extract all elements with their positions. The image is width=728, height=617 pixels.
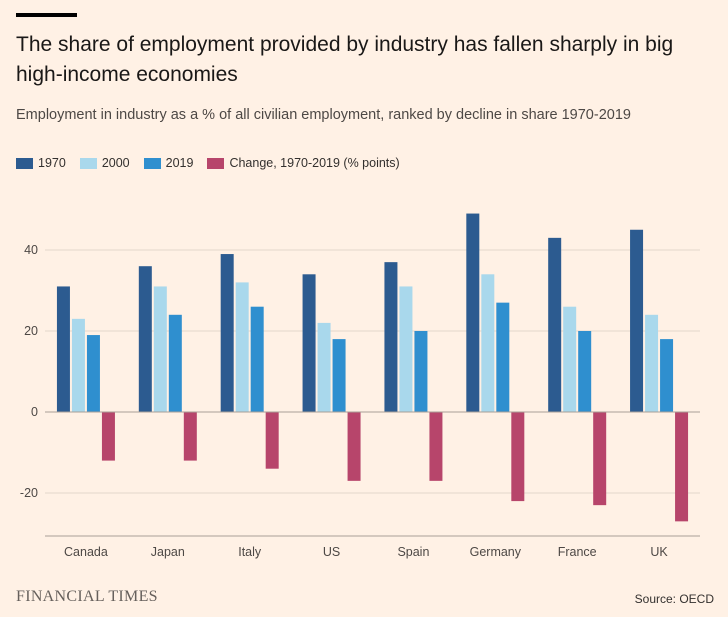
- bar-2000-uk: [645, 314, 659, 412]
- bar-change-france: [593, 412, 607, 506]
- bar-change-canada: [101, 412, 115, 461]
- source-note: Source: OECD: [634, 592, 714, 606]
- x-tick-label: Italy: [238, 545, 262, 559]
- bar-1970-us: [302, 274, 316, 412]
- y-tick-label: 40: [24, 243, 38, 257]
- bar-1970-germany: [466, 213, 480, 412]
- bar-1970-canada: [56, 286, 70, 412]
- bar-change-us: [347, 412, 361, 481]
- ft-logo: FINANCIAL TIMES: [16, 588, 158, 605]
- bar-change-italy: [265, 412, 279, 469]
- y-tick-label: 20: [24, 324, 38, 338]
- bar-2000-spain: [399, 286, 413, 412]
- legend-swatch-change: [207, 157, 225, 169]
- legend-label-change: Change, 1970-2019 (% points): [229, 156, 400, 170]
- chart-subtitle: Employment in industry as a % of all civ…: [16, 107, 631, 123]
- x-tick-label: Spain: [397, 545, 429, 559]
- x-tick-label: US: [323, 545, 340, 559]
- bar-chart: 40 20 0 -20 Canada Japan Italy US Spain Germany Fr…: [20, 213, 700, 559]
- bar-2000-italy: [235, 282, 249, 412]
- chart-title: The share of employment provided by indu…: [16, 33, 674, 86]
- legend-label-2019: 2019: [165, 156, 194, 170]
- x-tick-label: UK: [650, 545, 668, 559]
- bar-2019-japan: [168, 314, 182, 412]
- x-tick-label: Japan: [151, 545, 185, 559]
- bar-2019-spain: [414, 331, 428, 412]
- bar-2000-france: [563, 306, 577, 412]
- bar-1970-spain: [384, 262, 398, 412]
- bar-2019-canada: [86, 335, 100, 412]
- y-tick-label: -20: [20, 486, 38, 500]
- bar-2019-germany: [496, 302, 510, 412]
- bar-1970-italy: [220, 254, 234, 412]
- x-tick-label: Germany: [470, 545, 522, 559]
- legend-item-2000: 2000: [79, 156, 130, 170]
- bar-change-spain: [429, 412, 443, 481]
- bar-2000-japan: [153, 286, 167, 412]
- bar-2000-us: [317, 322, 331, 412]
- legend-item-change: Change, 1970-2019 (% points): [207, 156, 400, 170]
- legend-swatch-2019: [143, 157, 161, 169]
- bar-2019-italy: [250, 306, 264, 412]
- bar-1970-france: [548, 237, 562, 412]
- x-tick-label: Canada: [64, 545, 108, 559]
- bar-change-japan: [183, 412, 197, 461]
- bar-1970-japan: [138, 266, 152, 412]
- bar-2019-france: [578, 331, 592, 412]
- legend-swatch-2000: [79, 157, 97, 169]
- legend-item-1970: 1970: [16, 156, 66, 170]
- bar-change-uk: [675, 412, 689, 522]
- legend-swatch-1970: [16, 157, 33, 169]
- bar-2019-uk: [660, 339, 674, 412]
- bar-2000-canada: [71, 318, 85, 412]
- x-tick-label: France: [558, 545, 597, 559]
- header-rule: [16, 13, 77, 17]
- legend-label-2000: 2000: [101, 156, 130, 170]
- legend-label-1970: 1970: [38, 156, 66, 170]
- legend-item-2019: 2019: [143, 156, 194, 170]
- bar-1970-uk: [630, 229, 644, 412]
- bar-change-germany: [511, 412, 525, 502]
- y-tick-label: 0: [31, 405, 38, 419]
- legend: 1970 2000 2019 Change, 1970-2019 (% poin…: [16, 156, 414, 170]
- bar-2000-germany: [481, 274, 495, 412]
- bar-2019-us: [332, 339, 346, 412]
